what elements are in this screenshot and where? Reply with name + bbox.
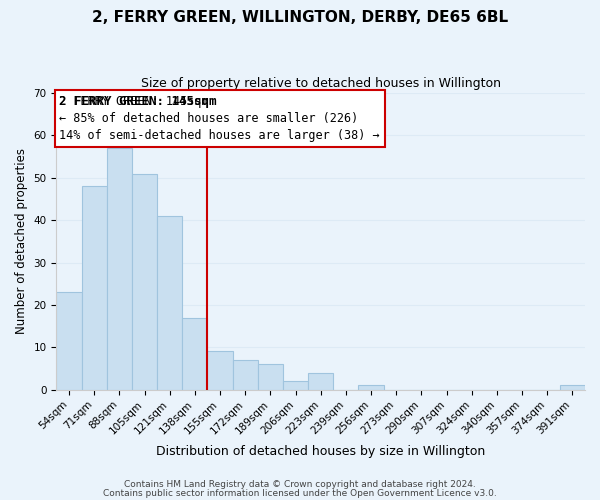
- Bar: [157, 216, 182, 390]
- Bar: [233, 360, 258, 390]
- Bar: [182, 318, 208, 390]
- X-axis label: Distribution of detached houses by size in Willington: Distribution of detached houses by size …: [156, 444, 485, 458]
- Bar: [560, 386, 585, 390]
- Text: 2, FERRY GREEN, WILLINGTON, DERBY, DE65 6BL: 2, FERRY GREEN, WILLINGTON, DERBY, DE65 …: [92, 10, 508, 25]
- Title: Size of property relative to detached houses in Willington: Size of property relative to detached ho…: [141, 78, 501, 90]
- Text: 2 FERRY GREEN: 145sqm: 2 FERRY GREEN: 145sqm: [59, 95, 217, 108]
- Text: Contains public sector information licensed under the Open Government Licence v3: Contains public sector information licen…: [103, 488, 497, 498]
- Bar: [82, 186, 107, 390]
- Bar: [56, 292, 82, 390]
- Bar: [358, 386, 383, 390]
- Bar: [107, 148, 132, 390]
- Bar: [283, 381, 308, 390]
- Text: 2 FERRY GREEN: 145sqm
← 85% of detached houses are smaller (226)
14% of semi-det: 2 FERRY GREEN: 145sqm ← 85% of detached …: [59, 95, 380, 142]
- Bar: [258, 364, 283, 390]
- Bar: [308, 372, 333, 390]
- Bar: [208, 352, 233, 390]
- Text: Contains HM Land Registry data © Crown copyright and database right 2024.: Contains HM Land Registry data © Crown c…: [124, 480, 476, 489]
- Bar: [132, 174, 157, 390]
- Y-axis label: Number of detached properties: Number of detached properties: [15, 148, 28, 334]
